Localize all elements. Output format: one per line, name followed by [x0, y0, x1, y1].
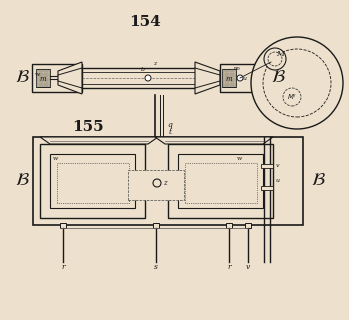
Bar: [60, 223, 66, 228]
Bar: [245, 223, 251, 228]
Text: t: t: [169, 128, 172, 136]
Text: b: b: [141, 67, 145, 71]
Text: 154: 154: [129, 15, 161, 29]
Circle shape: [145, 75, 151, 81]
Bar: [36, 69, 50, 87]
Text: no: no: [233, 66, 240, 70]
Text: w: w: [237, 156, 243, 161]
Text: r: r: [227, 263, 231, 271]
Polygon shape: [58, 62, 82, 94]
Bar: [222, 69, 236, 87]
Text: m: m: [226, 75, 232, 83]
Bar: [153, 223, 159, 228]
Text: M: M: [276, 50, 284, 58]
Text: 155: 155: [72, 120, 104, 134]
Circle shape: [283, 88, 301, 106]
Text: r: r: [61, 263, 65, 271]
Bar: [178, 154, 263, 208]
Text: $\mathcal{B}$: $\mathcal{B}$: [15, 68, 29, 86]
Circle shape: [251, 37, 343, 129]
Bar: [40, 144, 145, 218]
Text: m: m: [40, 75, 46, 83]
Circle shape: [237, 75, 243, 81]
Text: w: w: [35, 71, 41, 76]
Bar: [50, 154, 135, 208]
Circle shape: [153, 179, 161, 187]
Text: v: v: [276, 163, 280, 167]
Bar: [168, 144, 273, 218]
Bar: [261, 186, 273, 190]
Circle shape: [268, 52, 282, 66]
Bar: [57, 163, 129, 203]
Circle shape: [263, 49, 331, 117]
Text: z: z: [163, 179, 167, 187]
Text: $M'$: $M'$: [287, 92, 297, 102]
Text: z: z: [153, 60, 157, 66]
Text: q: q: [168, 121, 172, 129]
Bar: [226, 223, 232, 228]
Polygon shape: [40, 137, 158, 144]
Polygon shape: [195, 62, 220, 94]
Text: m: m: [222, 171, 228, 179]
Text: $\mathcal{B}$: $\mathcal{B}$: [15, 171, 29, 189]
Bar: [185, 163, 257, 203]
Bar: [33, 137, 303, 225]
Polygon shape: [155, 137, 273, 144]
Bar: [128, 170, 184, 200]
Text: $\mathcal{B}$: $\mathcal{B}$: [270, 68, 285, 86]
Text: s: s: [154, 263, 158, 271]
Bar: [220, 64, 268, 92]
Text: v: v: [246, 263, 250, 271]
Bar: [261, 164, 273, 168]
Bar: [32, 64, 82, 92]
Text: m: m: [61, 171, 69, 179]
Text: $\mathcal{B}$: $\mathcal{B}$: [311, 171, 325, 189]
Circle shape: [264, 48, 286, 70]
Text: u: u: [243, 76, 247, 81]
Text: u: u: [276, 178, 280, 182]
Text: w: w: [53, 156, 59, 161]
